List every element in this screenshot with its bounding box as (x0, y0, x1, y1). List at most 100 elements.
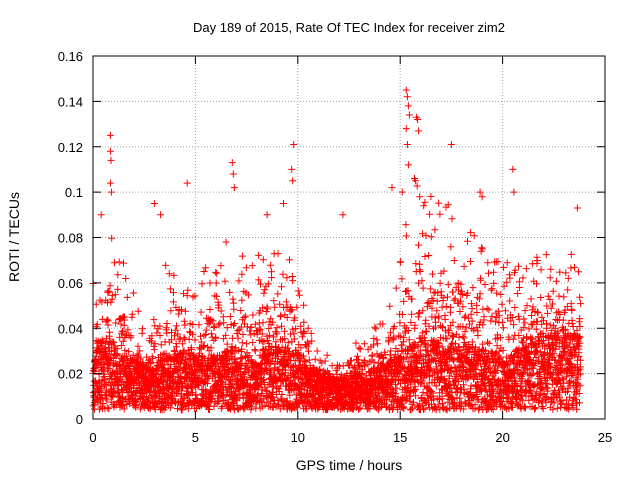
data-point (245, 352, 253, 360)
data-point (282, 298, 290, 306)
x-tick-label: 5 (192, 430, 199, 445)
data-point (267, 397, 275, 405)
data-point (180, 334, 188, 342)
data-point (195, 381, 203, 389)
data-point (150, 316, 158, 324)
data-point (260, 338, 268, 346)
data-point (234, 334, 242, 342)
data-point (103, 316, 111, 324)
x-tick-label: 25 (598, 430, 612, 445)
data-point (182, 350, 190, 358)
data-point (268, 268, 275, 276)
data-point (180, 290, 187, 298)
data-point (202, 386, 210, 394)
data-point (259, 319, 267, 327)
data-point (282, 376, 290, 383)
data-point (274, 396, 282, 404)
data-point (238, 296, 246, 304)
data-point (203, 380, 211, 388)
data-point (197, 338, 205, 346)
data-point (166, 404, 174, 412)
data-point (122, 275, 130, 282)
data-point (209, 317, 217, 325)
data-point (217, 307, 225, 315)
data-point (207, 330, 215, 338)
data-point (123, 293, 131, 301)
data-point (106, 328, 114, 336)
data-point (111, 291, 119, 299)
data-point (247, 323, 255, 331)
data-point (249, 339, 257, 346)
data-point (104, 317, 112, 325)
data-point (247, 331, 255, 339)
data-point (162, 261, 170, 269)
data-point (189, 321, 197, 328)
data-point (179, 340, 187, 348)
data-point (167, 307, 175, 315)
data-point (226, 313, 234, 320)
data-point (245, 291, 253, 299)
data-point (172, 326, 180, 334)
y-tick-label: 0 (76, 412, 83, 427)
data-point (223, 340, 231, 348)
data-point (274, 290, 282, 298)
data-point (246, 399, 254, 406)
data-point (231, 320, 239, 327)
data-point (207, 344, 215, 352)
data-point (152, 401, 160, 409)
data-point (157, 341, 165, 349)
data-point (259, 304, 267, 312)
data-point (260, 376, 267, 384)
data-point (173, 322, 180, 330)
data-point (206, 406, 213, 413)
data-point (184, 391, 192, 399)
data-point (229, 295, 237, 303)
data-point (239, 382, 247, 390)
data-point (215, 385, 223, 393)
data-point (129, 289, 137, 297)
data-point (156, 322, 164, 330)
x-tick-label: 10 (291, 430, 305, 445)
data-point (169, 298, 177, 306)
data-point (113, 350, 121, 358)
data-point (263, 399, 271, 407)
data-point (212, 333, 220, 341)
data-point (118, 376, 126, 384)
x-tick-label: 0 (89, 430, 96, 445)
data-point (134, 342, 142, 350)
data-point (134, 307, 142, 315)
data-point (117, 342, 125, 349)
data-point (198, 280, 206, 288)
data-point (163, 329, 171, 337)
data-point (108, 234, 116, 242)
data-point (99, 400, 107, 408)
data-point (111, 259, 118, 267)
data-point (124, 326, 132, 334)
data-point (264, 305, 272, 313)
data-points (89, 86, 585, 414)
data-point (213, 269, 221, 277)
data-point (223, 324, 231, 332)
data-point (114, 271, 122, 279)
data-point (251, 347, 259, 355)
data-point (125, 348, 133, 356)
data-point (276, 300, 284, 308)
data-point (163, 320, 171, 327)
data-point (168, 329, 175, 336)
data-point (270, 297, 278, 305)
data-point (142, 369, 150, 377)
data-point (215, 398, 223, 406)
data-point (119, 337, 127, 345)
data-point (192, 391, 200, 399)
data-point (270, 333, 277, 341)
data-point (230, 299, 238, 307)
data-point (147, 360, 155, 368)
data-point (148, 338, 156, 346)
data-point (260, 289, 268, 297)
data-point (247, 406, 255, 414)
data-point (274, 250, 282, 258)
data-point (277, 311, 285, 319)
data-point (274, 366, 282, 374)
data-point (112, 319, 120, 327)
data-point (223, 347, 231, 355)
